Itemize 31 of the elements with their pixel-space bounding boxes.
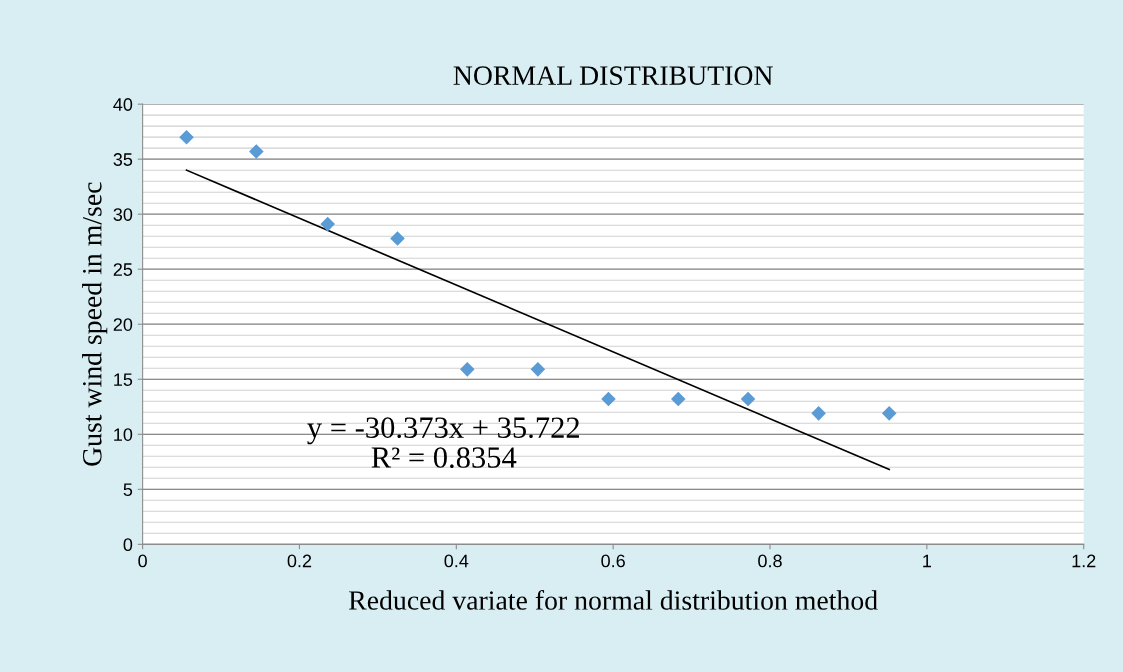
- point: [390, 231, 405, 246]
- point: [811, 406, 826, 421]
- point: [530, 362, 546, 377]
- chart-title: NORMAL DISTRIBUTION: [453, 66, 773, 85]
- y-tick-label: 30: [113, 208, 133, 221]
- x-tick-label: 0: [138, 554, 147, 568]
- point: [320, 216, 335, 232]
- y-tick-label: 0: [123, 538, 133, 552]
- x-axis-title: Reduced variate for normal distribution method: [348, 590, 878, 610]
- x-tick-label: 0.8: [758, 554, 782, 568]
- y-tick-label: 5: [123, 483, 133, 497]
- point: [601, 391, 616, 407]
- y-tick-label: 25: [113, 263, 133, 276]
- x-tick-label: 0.6: [601, 554, 625, 568]
- point: [881, 406, 897, 421]
- annotation: y = -30.373x + 35.722 R² = 0.8354: [307, 417, 579, 468]
- x-tick-label: 1: [923, 554, 931, 568]
- y-tick-label: 35: [113, 153, 133, 166]
- point: [670, 391, 686, 407]
- y-tick-label: 15: [114, 373, 133, 386]
- point: [740, 391, 756, 407]
- point: [179, 129, 194, 145]
- x-tick-label: 0.2: [287, 554, 312, 568]
- y-tick-label: 20: [113, 318, 133, 331]
- x-tick-label: 1.2: [1072, 554, 1096, 568]
- y-tick-label: 10: [114, 428, 133, 441]
- point: [249, 144, 264, 159]
- y-tick-label: 40: [113, 98, 133, 111]
- point: [460, 362, 475, 377]
- y-axis-title: Gust wind speed in m/sec: [82, 182, 108, 466]
- x-tick-label: 0.4: [444, 554, 469, 568]
